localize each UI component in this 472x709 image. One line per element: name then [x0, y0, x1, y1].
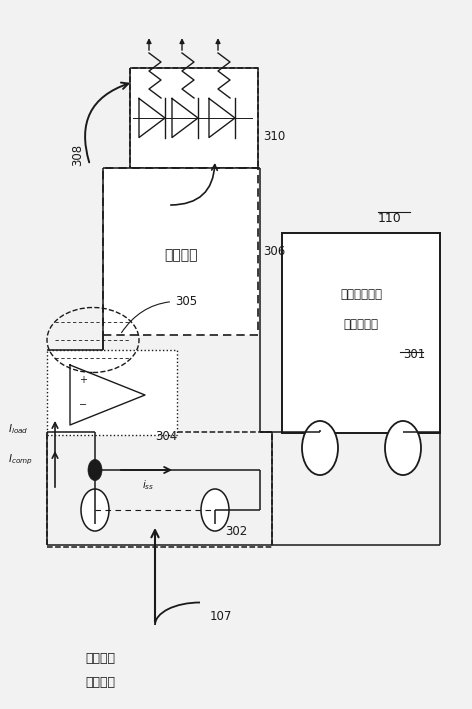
Bar — [282, 233, 440, 433]
Circle shape — [201, 489, 229, 531]
Text: $I_{comp}$: $I_{comp}$ — [8, 452, 33, 467]
Bar — [130, 68, 258, 168]
Circle shape — [81, 489, 109, 531]
Text: 電子トランス: 電子トランス — [340, 289, 382, 301]
Text: $I_{load}$: $I_{load}$ — [8, 422, 29, 436]
Text: 301: 301 — [403, 348, 425, 361]
Text: 305: 305 — [121, 295, 197, 333]
Text: 出力信号: 出力信号 — [85, 676, 115, 688]
Bar — [47, 350, 177, 435]
Circle shape — [385, 421, 421, 475]
Text: 308: 308 — [71, 144, 84, 166]
Text: ドライバ: ドライバ — [164, 248, 198, 262]
Text: 107: 107 — [210, 610, 232, 623]
Bar — [103, 168, 258, 335]
Text: −: − — [79, 400, 87, 410]
Circle shape — [88, 459, 102, 481]
Text: 310: 310 — [263, 130, 285, 143]
Text: $i_{ss}$: $i_{ss}$ — [142, 478, 154, 492]
Text: +: + — [79, 375, 87, 385]
Text: 304: 304 — [155, 430, 177, 443]
Bar — [47, 432, 272, 547]
Text: 110: 110 — [378, 211, 402, 225]
Circle shape — [302, 421, 338, 475]
Text: 306: 306 — [263, 245, 285, 258]
Text: 安定化回路: 安定化回路 — [344, 318, 379, 332]
Text: トランス: トランス — [85, 652, 115, 664]
Text: 302: 302 — [225, 525, 247, 538]
